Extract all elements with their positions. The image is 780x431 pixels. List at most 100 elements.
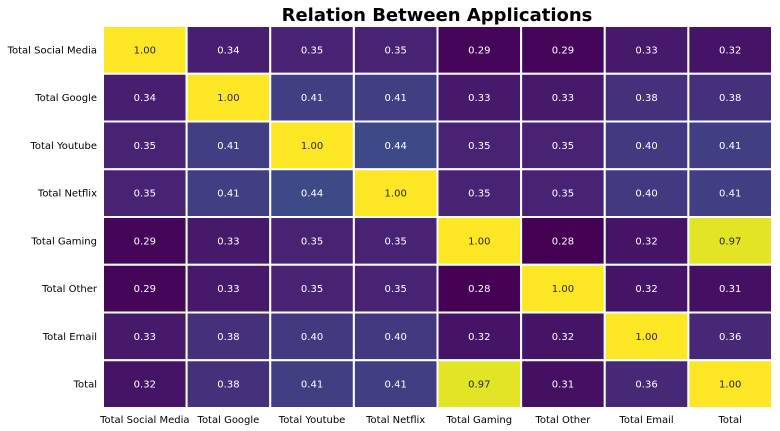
heatmap-cell-value-label: 1.00 [217,93,239,104]
x-axis-tick-labels: Total Social Media Total Google Total Yout… [99,415,742,426]
x-tick-label: Total Social Media [99,415,189,426]
heatmap-cell-value-label: 1.00 [301,141,323,152]
heatmap-cell-total-total-other [520,359,606,409]
heatmap-cell-value-label: 0.29 [134,236,156,247]
heatmap-cell-total-youtube-total-email [603,120,690,171]
heatmap-cell-value-label: 0.33 [552,93,574,104]
heatmap-cell-value-label: 0.31 [552,380,574,391]
x-tick-label: Total Google [197,415,260,426]
heatmap-cell-value-label: 0.36 [719,332,741,343]
heatmap-cell-total-youtube-total-social-media [102,120,188,171]
heatmap-cell-total-youtube-total-other [520,120,606,171]
heatmap-cell-total-email-total-social-media [102,311,188,362]
heatmap-cell-value-label: 0.44 [385,141,407,152]
heatmap-cell-value-label: 0.28 [468,284,490,295]
heatmap-cell-value-label: 0.41 [719,141,741,152]
heatmap-cell-value-label: 0.97 [468,380,490,391]
heatmap-cell-value-label: 0.35 [301,45,323,56]
heatmap-cell-value-label: 0.32 [719,45,741,56]
y-tick-label: Total Netflix [37,189,97,200]
heatmap-cell-value-label: 0.35 [385,284,407,295]
heatmap-cell-value-label: 0.41 [217,141,239,152]
heatmap-cell-total-email-total-email [603,311,690,362]
heatmap-cell-value-label: 0.40 [385,332,407,343]
y-tick-label: Total Gaming [30,236,97,247]
heatmap-cell-value-label: 1.00 [385,189,407,200]
heatmap-cell-value-label: 1.00 [552,284,574,295]
heatmap-cell-value-label: 0.35 [552,189,574,200]
heatmap-cell-value-label: 0.33 [134,332,156,343]
heatmap-cell-value-label: 0.41 [385,93,407,104]
y-tick-label: Total Social Media [7,45,97,56]
heatmap-cell-total-other-total [687,263,773,314]
x-tick-label: Total [718,415,742,426]
y-tick-label: Total Email [42,332,97,343]
heatmap-cell-value-label: 0.34 [217,45,239,56]
y-tick-label: Total Google [34,93,97,104]
heatmap-cell-value-label: 0.41 [301,93,323,104]
heatmap-cell-total-youtube-total-youtube [269,120,355,171]
heatmap-cell-value-label: 0.32 [468,332,490,343]
heatmap-cell-value-label: 0.33 [468,93,490,104]
heatmap-cell-total-google-total-google [185,72,272,123]
heatmap-cell-value-label: 0.35 [301,236,323,247]
heatmap-cell-value-label: 0.35 [134,141,156,152]
chart-title: Relation Between Applications [282,5,593,26]
x-tick-label: Total Other [534,415,591,426]
heatmap-cell-value-label: 0.44 [301,189,323,200]
heatmap-cell-value-label: 0.29 [468,45,490,56]
heatmap-cell-total-google-total [687,72,773,123]
x-tick-label: Total Netflix [365,415,425,426]
heatmap-cell-total-google-total-netflix [352,72,439,123]
heatmap-cell-total-total-gaming [436,359,523,409]
heatmap-cell-value-label: 0.33 [217,236,239,247]
heatmap-cell-total-email-total-other [520,311,606,362]
heatmap-cell-total-netflix-total-gaming [436,168,523,218]
x-tick-label: Total Gaming [446,415,513,426]
heatmap-cell-total-gaming-total-gaming [436,216,523,266]
heatmap-cell-value-label: 1.00 [468,236,490,247]
heatmap-cell-value-label: 0.33 [217,284,239,295]
heatmap-cell-total-social-media-total [687,25,773,75]
heatmap-cell-value-label: 0.32 [552,332,574,343]
heatmap-cell-value-label: 0.29 [134,284,156,295]
heatmap-cell-value-label: 0.38 [217,332,239,343]
heatmap-cell-total-netflix-total-email [603,168,690,218]
heatmap-cell-value-label: 0.41 [301,380,323,391]
heatmap-cell-value-label: 0.28 [552,236,574,247]
heatmap-cell-total-email-total [687,311,773,362]
heatmap-cell-value-label: 0.36 [635,380,657,391]
heatmap-cell-total-total-youtube [269,359,355,409]
heatmap-cell-value-label: 0.38 [217,380,239,391]
x-tick-label: Total Youtube [278,415,346,426]
heatmap-cell-total-netflix-total-youtube [269,168,355,218]
heatmap-cell-value-label: 0.35 [385,236,407,247]
heatmap-cell-total-social-media-total-google [185,25,272,75]
heatmap-cell-value-label: 0.35 [468,141,490,152]
heatmap-cells: 1.00 0.34 0.35 0.35 0.29 0.29 0.33 0.32 0.34 1.00… [102,25,773,409]
heatmap-cell-total-social-media-total-other [520,25,606,75]
heatmap-cell-value-label: 0.38 [635,93,657,104]
y-axis-tick-labels: Total Social Media Total Google Total Yout… [7,45,98,390]
heatmap-cell-value-label: 0.41 [217,189,239,200]
heatmap-cell-total-youtube-total [687,120,773,171]
heatmap-cell-value-label: 1.00 [134,45,156,56]
heatmap-cell-value-label: 0.40 [635,141,657,152]
heatmap-cell-total-total-social-media [102,359,188,409]
heatmap-cell-value-label: 0.35 [385,45,407,56]
heatmap-cell-value-label: 1.00 [719,380,741,391]
heatmap-cell-total-social-media-total-social-media [102,25,188,75]
heatmap-cell-value-label: 1.00 [635,332,657,343]
heatmap-cell-value-label: 0.35 [552,141,574,152]
heatmap-cell-total-youtube-total-gaming [436,120,523,171]
heatmap-cell-total-youtube-total-netflix [352,120,439,171]
heatmap-cell-total-other-total-email [603,263,690,314]
y-tick-label: Total [73,380,97,391]
heatmap-cell-value-label: 0.32 [635,236,657,247]
heatmap-cell-value-label: 0.32 [635,284,657,295]
heatmap-cell-value-label: 0.35 [468,189,490,200]
heatmap-cell-value-label: 0.38 [719,93,741,104]
heatmap-cell-total-gaming-total-netflix [352,216,439,266]
heatmap-cell-value-label: 0.34 [134,93,156,104]
